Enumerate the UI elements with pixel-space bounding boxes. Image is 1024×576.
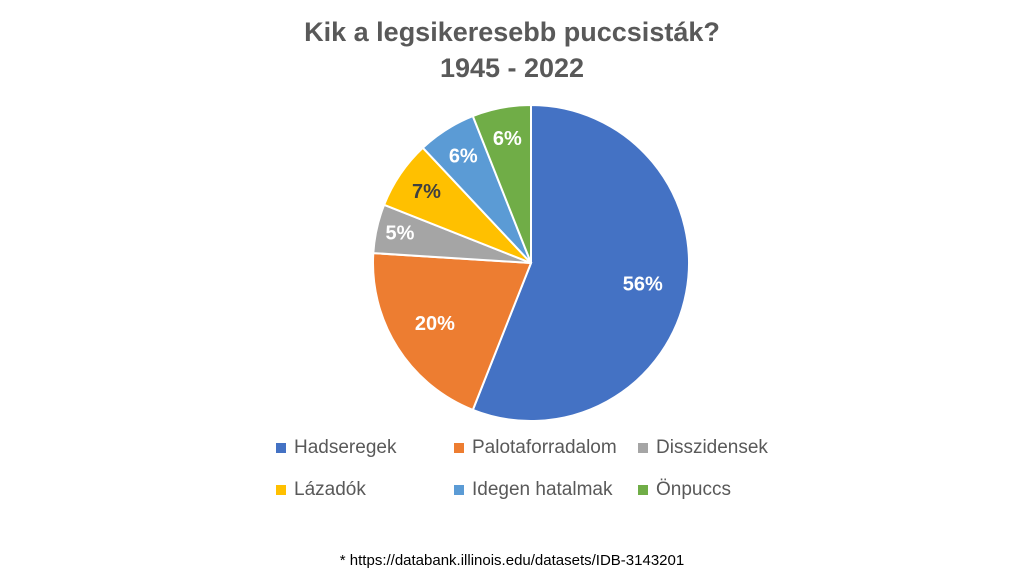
pie-slice-onpuccs [471, 103, 532, 264]
legend-item-idegen-hatalmak: Idegen hatalmak [454, 478, 638, 502]
legend-swatch [276, 485, 286, 495]
legend-item-hadseregek: Hadseregek [276, 436, 454, 460]
legend-label: Idegen hatalmak [472, 479, 613, 500]
chart-legend: Hadseregek Palotaforradalom Disszidensek… [276, 436, 836, 502]
chart-title: Kik a legsikeresebb puccsisták? [304, 17, 720, 47]
legend-swatch [454, 443, 464, 453]
legend-label: Palotaforradalom [472, 437, 617, 458]
legend-swatch [638, 443, 648, 453]
legend-item-lazadok: Lázadók [276, 478, 454, 502]
pie-slice-hadseregek [471, 103, 690, 422]
source-footnote: * https://databank.illinois.edu/datasets… [339, 552, 685, 569]
legend-swatch [276, 443, 286, 453]
legend-item-onpuccs: Önpuccs [638, 478, 798, 502]
data-label-idegen-hatalmak: 6% [449, 145, 478, 167]
chart-subtitle: 1945 - 2022 [439, 53, 585, 83]
data-label-lazadok: 7% [412, 181, 441, 203]
legend-swatch [454, 485, 464, 495]
data-label-onpuccs: 6% [493, 128, 522, 150]
legend-item-palotaforradalom: Palotaforradalom [454, 436, 638, 460]
pie-slice-palotaforradalom [372, 252, 533, 412]
data-label-hadseregek: 56% [623, 273, 663, 295]
legend-label: Disszidensek [656, 437, 768, 458]
legend-label: Hadseregek [294, 437, 397, 458]
data-label-disszidensek: 5% [385, 223, 414, 245]
legend-label: Önpuccs [656, 479, 731, 500]
legend-item-disszidensek: Disszidensek [638, 436, 798, 460]
legend-swatch [638, 485, 648, 495]
data-label-palotaforradalom: 20% [415, 313, 455, 335]
legend-label: Lázadók [294, 479, 366, 500]
